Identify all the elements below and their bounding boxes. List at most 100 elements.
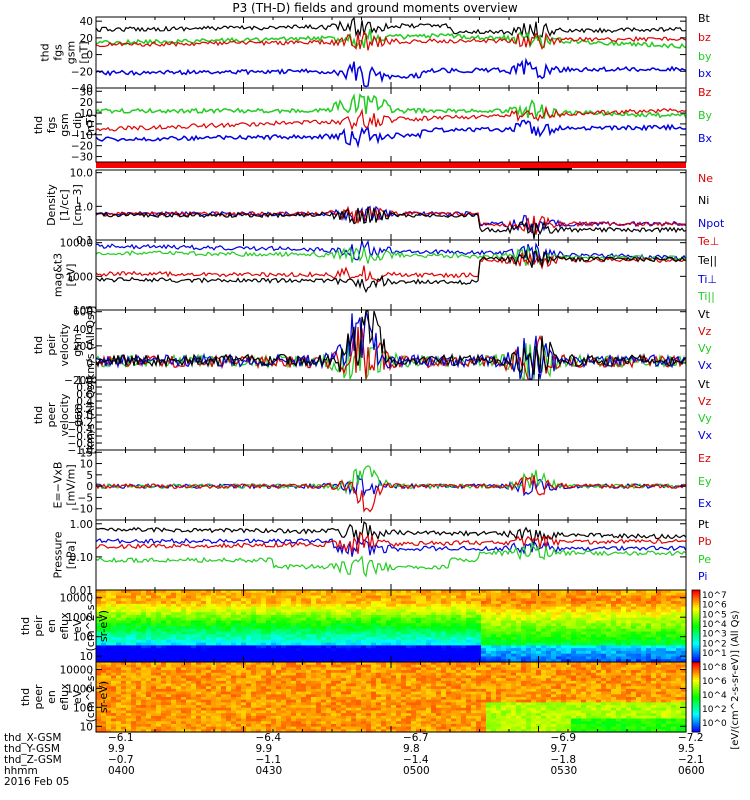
spectrogram-cell	[641, 631, 647, 635]
spectrogram-cell	[96, 648, 102, 652]
y-tick-label: 1.0	[76, 201, 93, 213]
spectrogram-cell	[511, 653, 517, 658]
status-bar	[96, 162, 686, 168]
spectrogram-cell	[341, 614, 347, 619]
spectrogram-cell	[201, 601, 207, 605]
spectrogram-cell	[286, 601, 292, 605]
spectrogram-cell	[521, 639, 527, 644]
spectrogram-cell	[156, 617, 162, 622]
spectrogram-cell	[641, 598, 647, 602]
spectrogram-cell	[246, 628, 252, 633]
spectrogram-cell	[156, 694, 162, 698]
spectrogram-cell	[156, 650, 162, 655]
spectrogram-cell	[241, 672, 247, 677]
spectrogram-cell	[276, 592, 282, 597]
spectrogram-cell	[271, 694, 277, 698]
spectrogram-cell	[311, 718, 317, 722]
spectrogram-cell	[191, 675, 197, 679]
spectrogram-cell	[446, 612, 452, 616]
spectrogram-cell	[331, 648, 337, 652]
y-tick-label: 0.01	[70, 585, 93, 597]
spectrogram-cell	[106, 626, 112, 630]
spectrogram-cell	[241, 653, 247, 658]
spectrogram-cell	[211, 697, 217, 701]
spectrogram-cell	[266, 620, 272, 624]
spectrogram-cell	[186, 601, 192, 605]
spectrogram-cell	[451, 637, 457, 641]
spectrogram-cell	[266, 659, 272, 663]
spectrogram-cell	[186, 623, 192, 627]
spectrogram-cell	[126, 606, 132, 610]
spectrogram-cell	[196, 718, 202, 722]
spectrogram-cell	[121, 691, 127, 695]
spectrogram-cell	[566, 642, 572, 646]
spectrogram-cell	[291, 710, 297, 714]
spectrogram-cell	[161, 723, 167, 728]
spectrogram-cell	[311, 609, 317, 613]
panel-frame-4	[95, 309, 687, 381]
spectrogram-cell	[541, 592, 547, 597]
spectrogram-cell	[146, 699, 152, 703]
spectrogram-cell	[646, 598, 652, 602]
spectrogram-cell	[531, 634, 537, 638]
spectrogram-cell	[551, 653, 557, 658]
spectrogram-cell	[301, 688, 307, 693]
spectrogram-cell	[341, 623, 347, 627]
spectrogram-cell	[311, 659, 317, 663]
spectrogram-cell	[571, 614, 577, 619]
spectrogram-cell	[301, 620, 307, 624]
spectrogram-cell	[256, 710, 262, 714]
spectrogram-cell	[206, 628, 212, 633]
spectrogram-cell	[141, 721, 147, 725]
spectrogram-cell	[576, 592, 582, 597]
spectrogram-cell	[276, 639, 282, 644]
spectrogram-cell	[451, 617, 457, 622]
spectrogram-cell	[581, 639, 587, 644]
spectrogram-cell	[246, 707, 252, 712]
spectrogram-cell	[176, 645, 182, 649]
spectrogram-cell	[531, 609, 537, 613]
spectrogram-cell	[206, 707, 212, 712]
spectrogram-cell	[271, 713, 277, 717]
spectrogram-cell	[281, 601, 287, 605]
spectrogram-cell	[196, 707, 202, 712]
spectrogram-cell	[486, 653, 492, 658]
y-axis-label: [nPa]	[65, 541, 78, 569]
spectrogram-cell	[446, 609, 452, 613]
spectrogram-cell	[476, 623, 482, 627]
y-axis-label: Density	[45, 184, 58, 226]
spectrogram-cell	[136, 659, 142, 663]
spectrogram-cell	[121, 707, 127, 712]
y-tick-label: 0.4	[76, 396, 93, 408]
spectrogram-cell	[191, 606, 197, 610]
spectrogram-cell	[681, 659, 687, 663]
colorbar-tick-label: 10^5	[702, 610, 727, 620]
spectrogram-cell	[536, 620, 542, 624]
spectrogram-cell	[666, 623, 672, 627]
spectrogram-cell	[666, 642, 672, 646]
spectrogram-cell	[616, 639, 622, 644]
spectrogram-cell	[146, 650, 152, 655]
spectrogram-cell	[346, 648, 352, 652]
spectrogram-cell	[316, 653, 322, 658]
spectrogram-cell	[106, 686, 112, 690]
spectrogram-cell	[176, 601, 182, 605]
spectrogram-cell	[291, 648, 297, 652]
spectrogram-cell	[331, 628, 337, 633]
spectrogram-cell	[271, 705, 277, 709]
spectrogram-cell	[271, 726, 277, 730]
spectrogram-cell	[611, 656, 617, 660]
spectrogram-cell	[131, 617, 137, 622]
spectrogram-cell	[186, 620, 192, 624]
spectrogram-cell	[236, 697, 242, 701]
spectrogram-cell	[156, 631, 162, 635]
spectrogram-cell	[526, 592, 532, 597]
spectrogram-cell	[116, 683, 122, 687]
spectrogram-cell	[276, 614, 282, 619]
spectrogram-cell	[121, 678, 127, 682]
spectrogram-cell	[321, 729, 327, 733]
spectrogram-cell	[296, 667, 302, 671]
spectrogram-cell	[321, 688, 327, 693]
spectrogram-cell	[621, 648, 627, 652]
